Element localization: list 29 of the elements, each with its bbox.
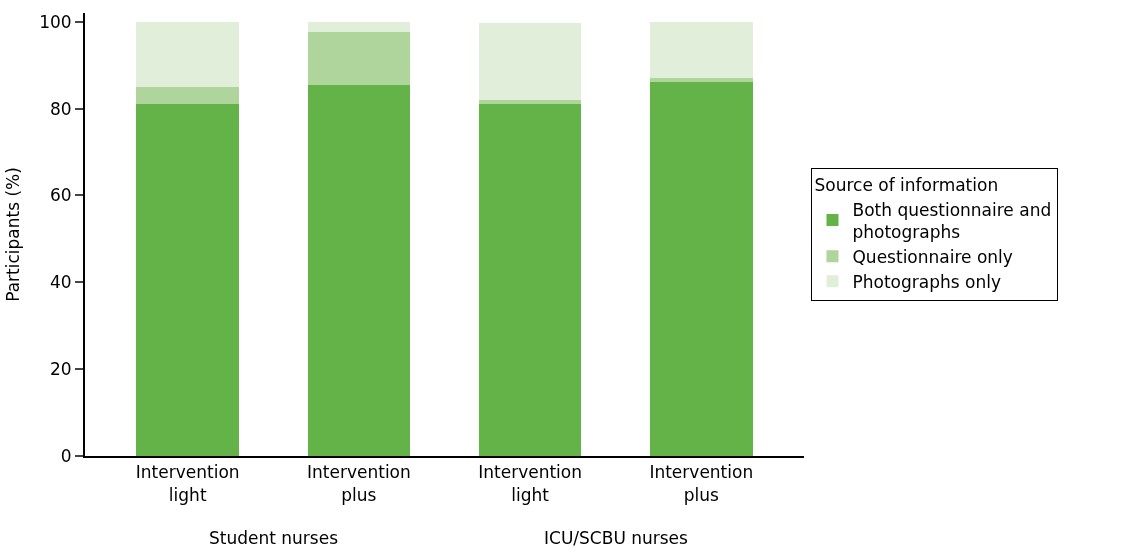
legend-title: Source of information xyxy=(814,175,999,196)
bar xyxy=(649,81,753,456)
bar xyxy=(478,99,582,105)
x-tick-label: Intervention light xyxy=(478,462,582,505)
legend-label: Questionnaire only xyxy=(852,246,1013,267)
bar xyxy=(307,84,411,456)
y-tick-label: 60 xyxy=(49,185,72,206)
y-tick-label: 0 xyxy=(60,445,72,466)
bar xyxy=(307,21,411,32)
bar xyxy=(478,22,582,100)
bar xyxy=(478,104,582,456)
text: Student nurses xyxy=(209,528,339,548)
y-tick-label: 100 xyxy=(39,11,72,32)
bar xyxy=(307,31,411,85)
bar xyxy=(649,77,753,82)
legend-label: Both questionnaire and photographs xyxy=(852,199,1052,242)
legend-label: Photographs only xyxy=(852,271,1001,292)
bar xyxy=(136,86,240,105)
bar xyxy=(136,104,240,456)
x-tick-label: Intervention plus xyxy=(649,462,754,505)
y-tick-label: 40 xyxy=(49,272,72,293)
x-tick-label: Intervention light xyxy=(135,462,240,505)
y-axis-title: Participants (%) xyxy=(3,167,24,302)
x-tick-label: Intervention plus xyxy=(307,462,411,505)
bar xyxy=(649,21,753,78)
y-tick-label: 80 xyxy=(49,98,72,119)
bar xyxy=(136,21,240,87)
y-tick-label: 20 xyxy=(49,359,72,380)
text: ICU/SCBU nurses xyxy=(544,528,689,548)
